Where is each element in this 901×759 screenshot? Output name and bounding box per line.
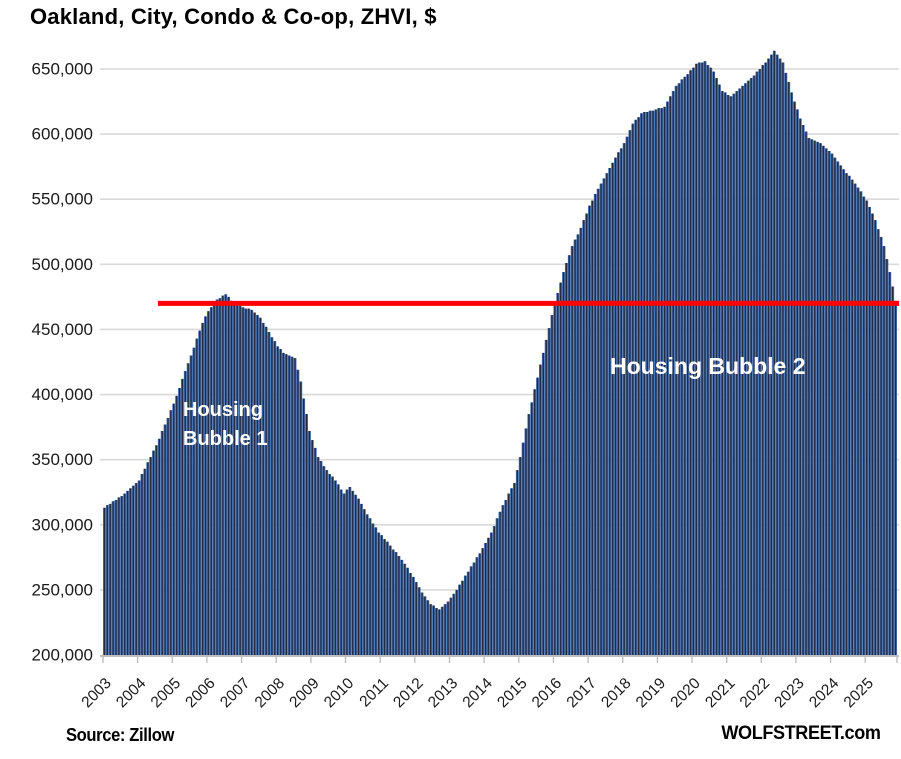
svg-text:2004: 2004 xyxy=(113,675,150,712)
svg-text:400,000: 400,000 xyxy=(32,385,93,404)
svg-text:2014: 2014 xyxy=(460,675,497,712)
svg-text:200,000: 200,000 xyxy=(32,646,93,665)
svg-text:2022: 2022 xyxy=(737,675,773,711)
svg-text:2006: 2006 xyxy=(182,675,218,711)
svg-text:2017: 2017 xyxy=(564,675,600,711)
svg-text:2008: 2008 xyxy=(252,675,288,711)
svg-text:2023: 2023 xyxy=(771,675,807,711)
svg-text:2011: 2011 xyxy=(356,675,392,711)
svg-text:600,000: 600,000 xyxy=(32,125,93,144)
svg-text:550,000: 550,000 xyxy=(32,190,93,209)
svg-text:2024: 2024 xyxy=(806,675,843,712)
svg-text:450,000: 450,000 xyxy=(32,320,93,339)
annotation-housing-bubble-2: Housing Bubble 2 xyxy=(610,353,806,379)
svg-text:500,000: 500,000 xyxy=(32,255,93,274)
svg-text:2015: 2015 xyxy=(494,675,530,711)
annotation-line: Bubble 1 xyxy=(183,428,268,450)
svg-text:2016: 2016 xyxy=(529,675,565,711)
site-branding: WOLFSTREET.com xyxy=(721,723,882,744)
svg-text:2003: 2003 xyxy=(78,675,114,711)
bars-series xyxy=(103,50,897,656)
chart-title: Oakland, City, Condo & Co-op, ZHVI, $ xyxy=(30,4,437,29)
annotation-housing-bubble-1: Housing Bubble 1 xyxy=(183,396,267,454)
svg-text:2005: 2005 xyxy=(148,675,184,711)
svg-text:2012: 2012 xyxy=(390,675,426,711)
svg-text:2010: 2010 xyxy=(321,675,358,712)
svg-text:2021: 2021 xyxy=(702,675,738,711)
svg-text:2013: 2013 xyxy=(425,675,461,711)
svg-text:2020: 2020 xyxy=(667,675,704,712)
svg-text:300,000: 300,000 xyxy=(32,515,93,534)
svg-text:250,000: 250,000 xyxy=(32,580,93,599)
y-axis-labels: 200,000 250,000 300,000 350,000 400,000 450,0… xyxy=(32,60,93,665)
svg-text:650,000: 650,000 xyxy=(32,60,93,79)
svg-text:2009: 2009 xyxy=(286,675,322,711)
svg-text:2019: 2019 xyxy=(633,675,669,711)
annotation-line: Housing xyxy=(183,399,263,421)
svg-text:2018: 2018 xyxy=(598,675,634,711)
svg-text:2007: 2007 xyxy=(217,675,253,711)
source-credit: Source: Zillow xyxy=(66,725,175,745)
svg-text:350,000: 350,000 xyxy=(32,450,93,469)
svg-text:2025: 2025 xyxy=(841,675,877,711)
